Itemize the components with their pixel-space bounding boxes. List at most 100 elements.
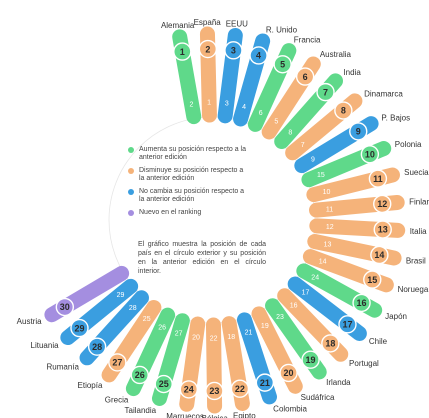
country-label-29: Lituania: [31, 341, 60, 350]
rank-badge-9: [349, 122, 368, 141]
previous-rank-14: 13: [324, 242, 332, 249]
country-label-3: EEUU: [226, 20, 248, 29]
country-label-23: Bélgica: [202, 414, 229, 418]
rank-badge-16: [352, 293, 371, 313]
rank-number-11: 11: [373, 174, 383, 184]
rank-badge-3: [224, 41, 243, 60]
rank-badge-1: [173, 42, 192, 61]
rank-badge-5: [273, 55, 292, 74]
country-label-26: Grecia: [105, 395, 129, 404]
note-line-1: El gráfico muestra la posición de: [138, 241, 248, 248]
previous-rank-13: 12: [326, 224, 334, 231]
rank-number-1: 1: [180, 47, 185, 57]
country-label-18: Portugal: [349, 359, 379, 368]
country-label-19: Irlanda: [326, 378, 351, 387]
rank-badge-28: [87, 337, 107, 356]
previous-rank-26: 26: [158, 324, 166, 331]
previous-rank-12: 11: [326, 206, 333, 213]
previous-rank-17: 17: [302, 289, 310, 296]
country-label-14: Brasil: [406, 256, 426, 265]
previous-rank-7: 8: [288, 129, 292, 136]
country-label-15: Noruega: [398, 285, 429, 294]
previous-rank-20: 19: [261, 323, 269, 330]
country-label-6: Australia: [320, 50, 352, 59]
previous-rank-5: 6: [259, 110, 263, 117]
legend-item-down: Disminuye su posición respecto a la ante…: [128, 167, 278, 183]
rank-number-30: 30: [60, 302, 70, 312]
country-label-5: Francia: [294, 36, 321, 45]
rank-number-7: 7: [323, 87, 328, 97]
country-label-17: Chile: [369, 337, 388, 346]
rank-badge-17: [338, 315, 357, 334]
country-label-9: P. Bajos: [381, 113, 410, 122]
rank-badge-10: [360, 145, 380, 164]
legend-item-new: Nuevo en el ranking: [128, 209, 278, 217]
legend-text-new-line1: Nuevo en el ranking: [139, 209, 202, 216]
country-label-13: Italia: [410, 227, 427, 236]
country-label-25: Tailandia: [125, 406, 157, 415]
previous-rank-23: 22: [210, 335, 218, 342]
rank-badge-22: [230, 379, 250, 398]
previous-rank-4: 4: [242, 104, 246, 111]
country-label-7: India: [343, 68, 361, 77]
rank-badge-24: [179, 380, 198, 399]
rank-badge-13: [373, 220, 392, 239]
previous-rank-18: 16: [290, 303, 298, 310]
previous-rank-22: 18: [227, 334, 235, 341]
rank-number-20: 20: [284, 368, 294, 378]
previous-rank-2: 1: [207, 100, 211, 107]
rank-number-10: 10: [365, 149, 375, 159]
rank-number-17: 17: [342, 320, 352, 330]
rank-number-27: 27: [112, 358, 122, 368]
country-label-16: Japón: [385, 312, 407, 321]
rank-number-4: 4: [256, 51, 261, 61]
country-label-20: Sudáfrica: [301, 393, 335, 402]
rank-number-21: 21: [260, 378, 270, 388]
rank-number-28: 28: [92, 342, 102, 352]
country-label-21: Colombia: [273, 404, 307, 413]
country-label-2: España: [194, 18, 222, 27]
legend-item-same: No cambia su posición respecto a la ante…: [128, 188, 278, 204]
rank-badge-25: [154, 374, 173, 394]
rank-number-8: 8: [341, 106, 346, 116]
previous-rank-27: 25: [143, 316, 151, 323]
rank-badge-19: [301, 350, 320, 369]
legend-text-same-line2: la anterior edición: [139, 196, 195, 203]
rank-number-2: 2: [205, 44, 210, 54]
country-label-8: Dinamarca: [364, 89, 403, 98]
chart-note: El gráfico muestra la posición de cada p…: [138, 240, 266, 276]
previous-rank-21: 21: [245, 330, 253, 337]
previous-rank-15: 14: [319, 259, 327, 266]
rank-number-29: 29: [74, 323, 84, 333]
legend-item-up: Aumenta su posición respecto a la anteri…: [128, 146, 278, 162]
country-label-28: Rumanía: [47, 363, 80, 372]
note-line-2: cada país en el círculo exterior y su: [138, 241, 266, 257]
rank-badge-6: [295, 67, 315, 86]
rank-badge-18: [321, 334, 340, 353]
previous-rank-16: 24: [311, 275, 319, 282]
note-line-4: círculo interior.: [138, 259, 266, 275]
rank-number-15: 15: [367, 275, 377, 285]
country-label-12: Finlandia: [409, 197, 429, 206]
rank-number-25: 25: [159, 379, 169, 389]
note-line-3: posición en la anterior edición en el: [138, 250, 266, 266]
rank-number-23: 23: [209, 386, 219, 396]
rank-number-9: 9: [356, 127, 361, 137]
legend-dot-up: [128, 147, 134, 153]
rank-badge-15: [363, 270, 382, 289]
rank-number-3: 3: [231, 46, 236, 56]
legend: Aumenta su posición respecto a la anteri…: [128, 146, 278, 222]
previous-rank-29: 29: [117, 292, 125, 299]
rank-badge-7: [316, 82, 335, 102]
rank-badge-20: [279, 363, 298, 383]
previous-rank-8: 7: [301, 142, 305, 149]
previous-rank-9: 9: [311, 156, 315, 163]
rank-number-5: 5: [280, 59, 285, 69]
rank-badge-2: [198, 39, 218, 59]
rank-badge-12: [373, 194, 392, 214]
country-label-22: Egipto: [233, 411, 256, 418]
previous-rank-3: 3: [225, 100, 229, 107]
legend-text-down-line1: Disminuye su posición respecto a: [139, 167, 244, 174]
